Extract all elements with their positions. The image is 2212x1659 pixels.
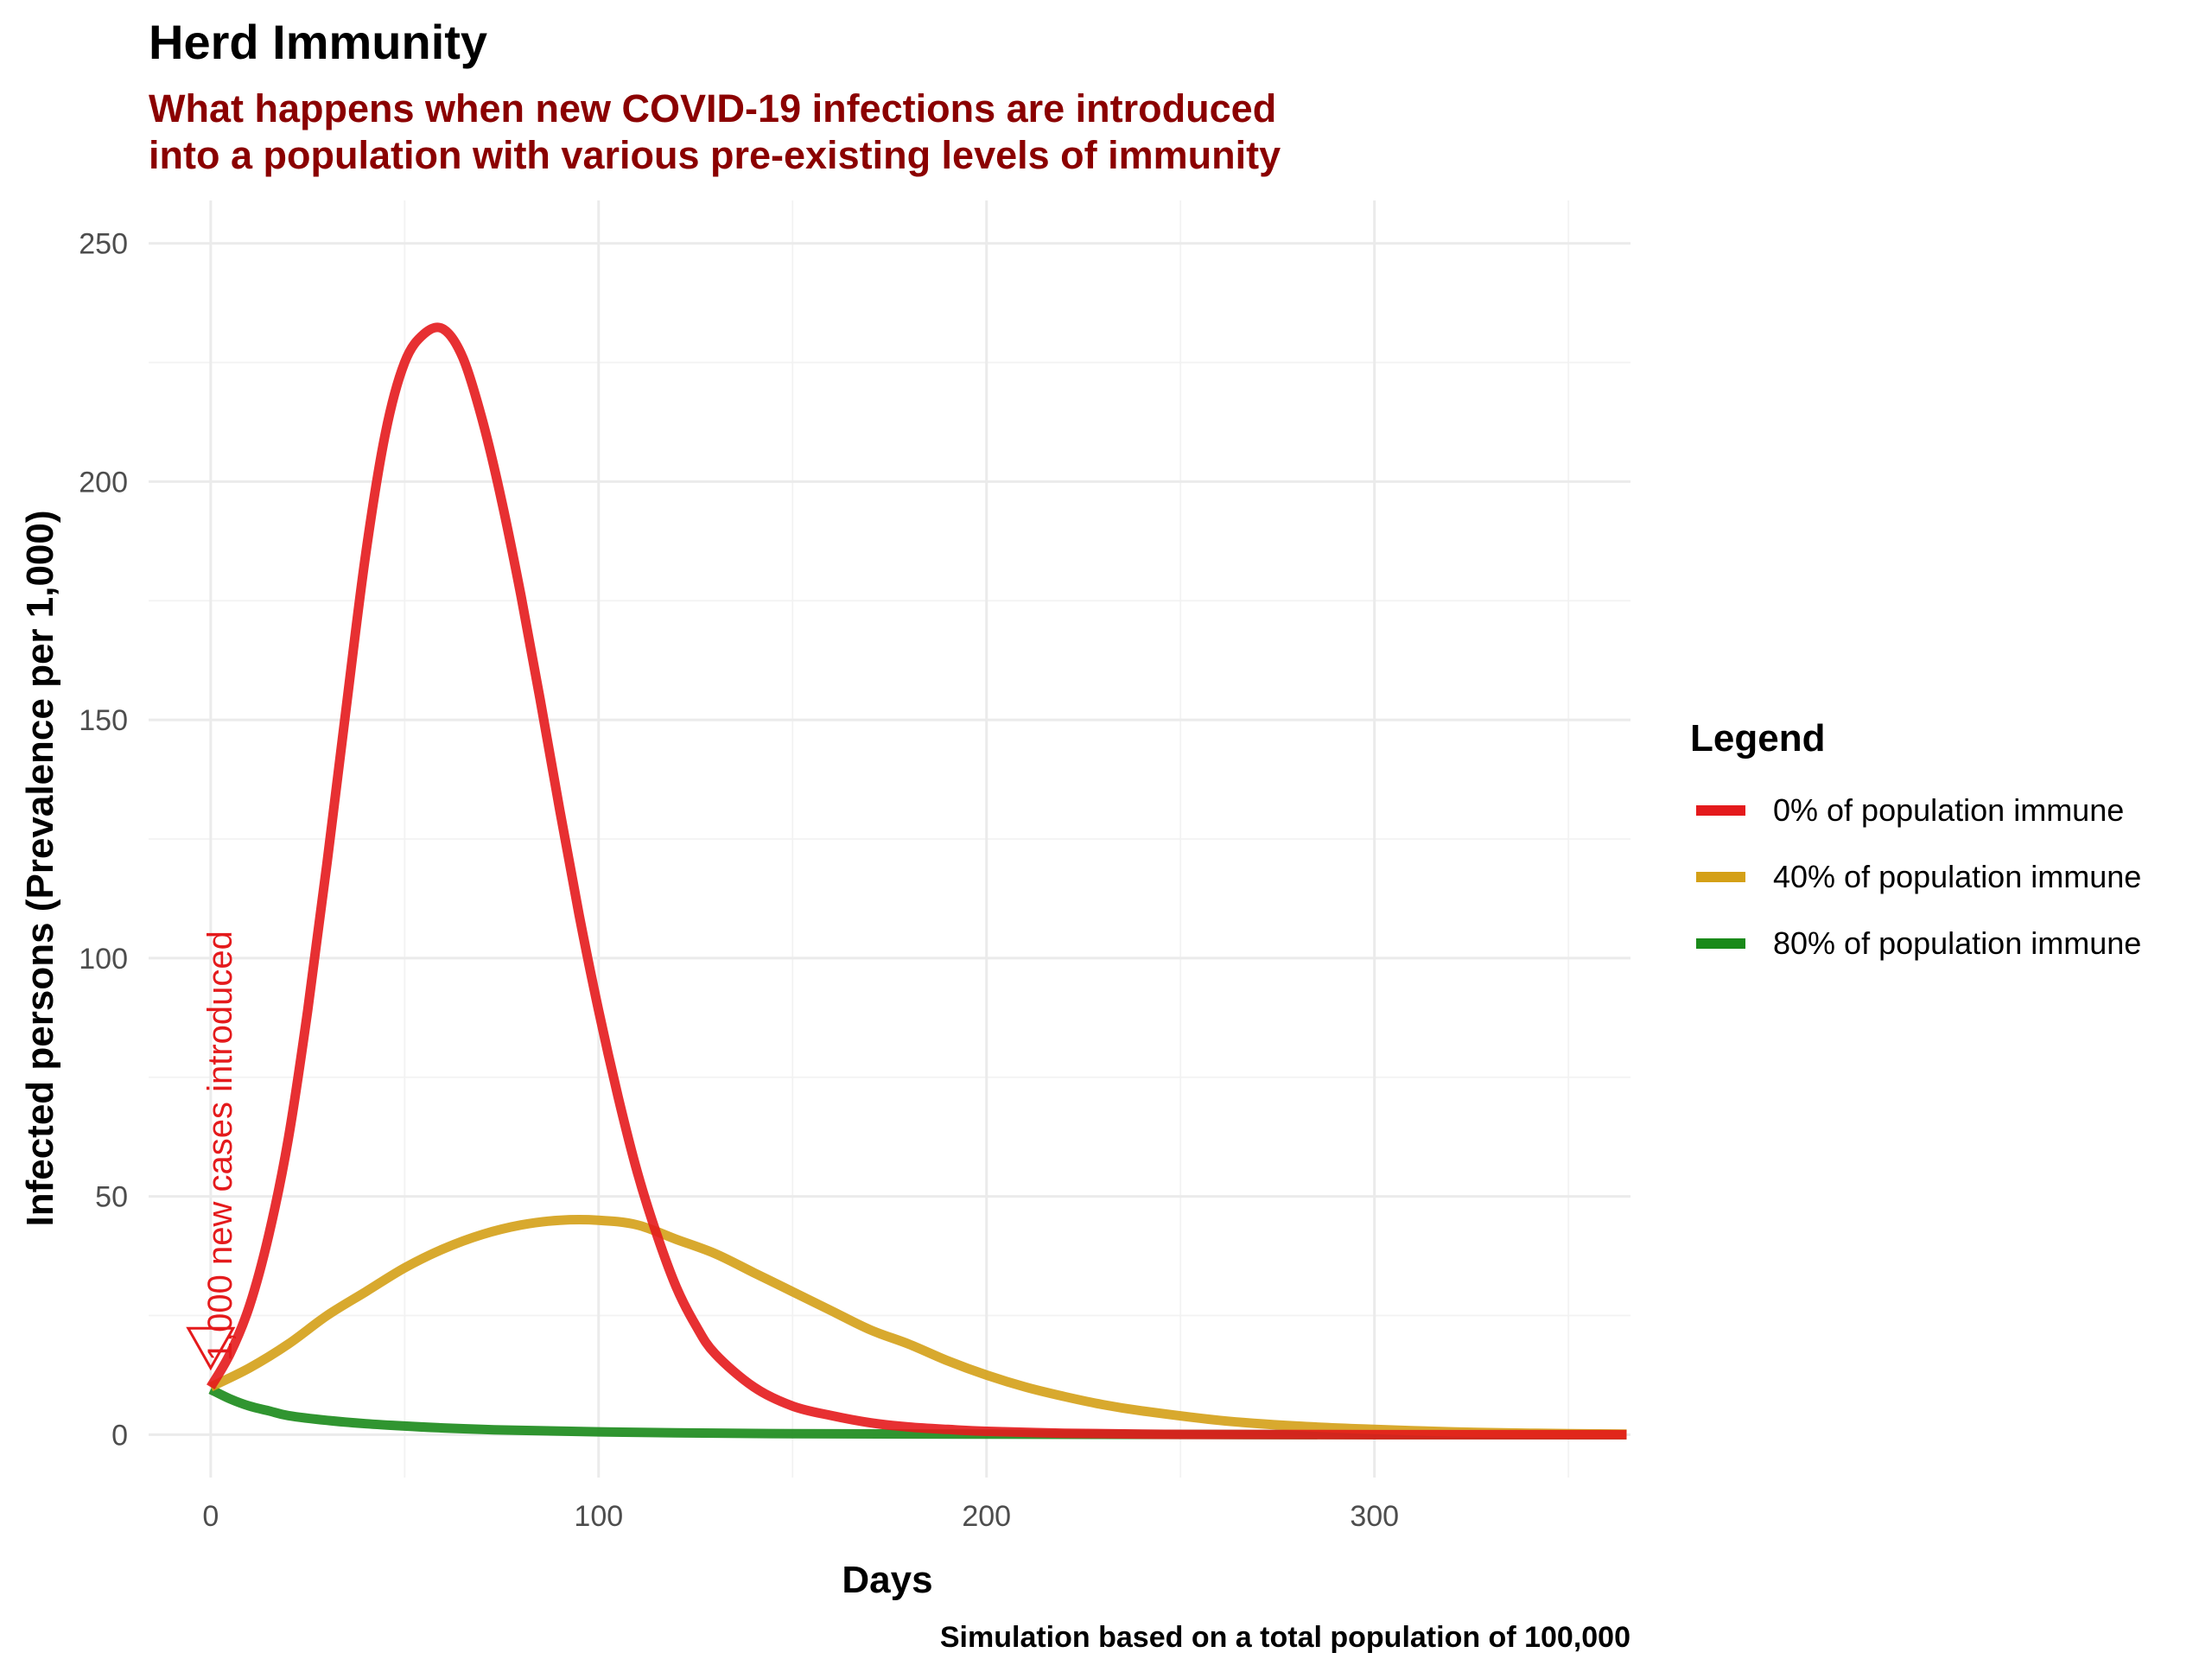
x-tick-label-0: 0 bbox=[202, 1500, 219, 1533]
annotation-label: 1,000 new cases introduced bbox=[201, 931, 239, 1361]
chart-subtitle-line-1: What happens when new COVID-19 infection… bbox=[149, 86, 1276, 130]
x-tick-label-300: 300 bbox=[1350, 1500, 1399, 1533]
y-tick-label-100: 100 bbox=[79, 943, 128, 976]
chart-title: Herd Immunity bbox=[149, 15, 487, 69]
x-tick-label-200: 200 bbox=[962, 1500, 1011, 1533]
y-tick-label-50: 50 bbox=[95, 1181, 128, 1214]
x-tick-label-100: 100 bbox=[574, 1500, 623, 1533]
legend-label-40-immune: 40% of population immune bbox=[1773, 859, 2141, 894]
x-axis-title: Days bbox=[842, 1559, 932, 1601]
chart-subtitle-line-2: into a population with various pre-exist… bbox=[149, 133, 1281, 177]
legend-title: Legend bbox=[1690, 717, 1825, 760]
legend-item-80-immune: 80% of population immune bbox=[1696, 925, 2141, 961]
y-tick-label-150: 150 bbox=[79, 704, 128, 737]
grid bbox=[149, 200, 1630, 1478]
legend-label-0-immune: 0% of population immune bbox=[1773, 792, 2124, 828]
y-axis-title: Infected persons (Prevalence per 1,000) bbox=[19, 510, 61, 1226]
series-line-0-percent-immune bbox=[207, 322, 1627, 1440]
y-tick-label-200: 200 bbox=[79, 466, 128, 499]
chart-caption: Simulation based on a total population o… bbox=[940, 1621, 1630, 1654]
series-line-40-percent-immune bbox=[208, 1215, 1627, 1440]
legend: Legend 0% of population immune 40% of po… bbox=[1690, 717, 2141, 961]
annotation-triangle-marker bbox=[186, 1326, 236, 1371]
y-tick-label-0: 0 bbox=[111, 1419, 128, 1452]
series-lines bbox=[207, 322, 1627, 1440]
legend-item-40-immune: 40% of population immune bbox=[1696, 859, 2141, 894]
annotation-group: 1,000 new cases introduced bbox=[186, 931, 239, 1371]
legend-item-0-immune: 0% of population immune bbox=[1696, 792, 2124, 828]
legend-label-80-immune: 80% of population immune bbox=[1773, 925, 2141, 961]
y-tick-label-250: 250 bbox=[79, 228, 128, 261]
axis-ticks: 0 50 100 150 200 250 0 100 200 300 bbox=[79, 228, 1399, 1533]
